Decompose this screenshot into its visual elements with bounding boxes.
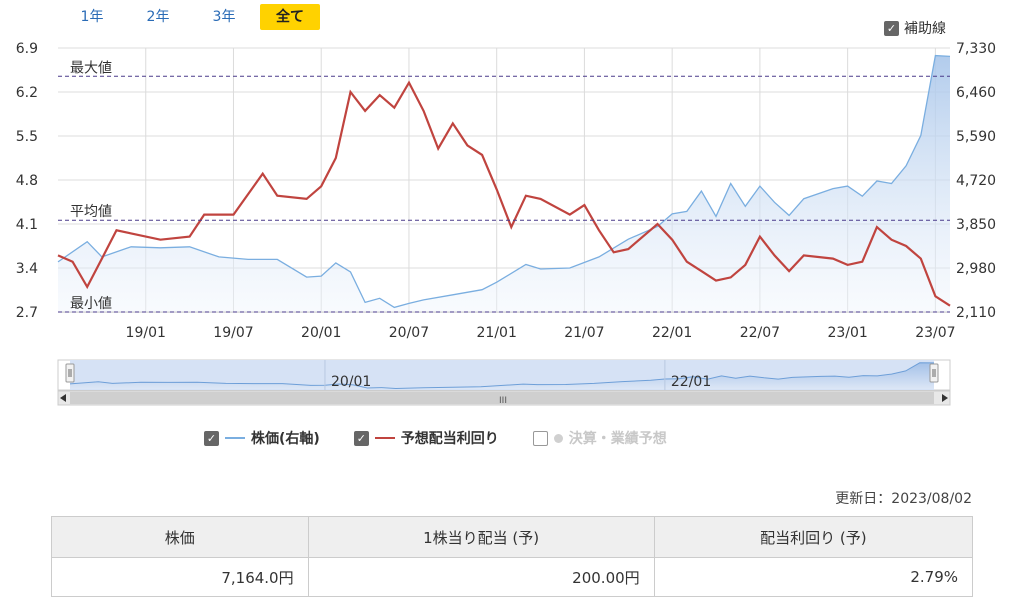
right-axis-tick-label: 7,330 (956, 41, 996, 57)
reference-line-label: 最小値 (70, 296, 112, 312)
left-axis-tick-label: 2.7 (16, 305, 38, 321)
checkbox-checked-icon[interactable]: ✓ (884, 20, 899, 36)
range-tab-all[interactable]: 全て (260, 4, 320, 30)
summary-header-yield: 配当利回り (予) (653, 516, 974, 558)
summary-header-price: 株価 (51, 516, 309, 558)
left-axis-tick-label: 4.1 (16, 217, 38, 233)
price-series-line (57, 54, 951, 309)
x-axis-tick-label: 22/07 (740, 325, 780, 341)
summary-header-dividend: 1株当り配当 (予) (307, 516, 655, 558)
range-tab-2y[interactable]: 2年 (146, 9, 170, 25)
right-axis-tick-label: 6,460 (956, 85, 996, 101)
right-axis-tick-label: 4,720 (956, 173, 996, 189)
legend-label-earnings: 決算・業績予想 (568, 431, 667, 447)
summary-value-yield: 2.79% (653, 557, 974, 597)
x-axis-tick-label: 19/07 (213, 325, 253, 341)
yield-series-line (57, 80, 951, 307)
legend-line-icon (225, 437, 245, 439)
scroll-right-icon[interactable] (942, 394, 948, 402)
range-tab-1y[interactable]: 1年 (80, 9, 104, 25)
left-axis-tick-label: 5.5 (16, 129, 38, 145)
scrollbar-thumb[interactable] (70, 392, 934, 404)
navigator-line (69, 362, 935, 390)
x-axis-tick-label: 19/01 (126, 325, 166, 341)
right-axis-tick-label: 2,110 (956, 305, 996, 321)
x-axis-tick-label: 21/01 (477, 325, 517, 341)
summary-value-dividend: 200.00円 (307, 557, 655, 597)
x-axis-tick-label: 23/01 (827, 325, 867, 341)
x-axis-tick-label: 21/07 (564, 325, 604, 341)
reference-line-label: 平均値 (70, 204, 112, 220)
summary-header-row: 株価 1株当り配当 (予) 配当利回り (予) (51, 516, 974, 558)
scroll-left-icon[interactable] (60, 394, 66, 402)
left-axis-tick-label: 6.9 (16, 41, 38, 57)
chart-legend: ✓ 株価(右軸) ✓ 予想配当利回り 決算・業績予想 (204, 428, 667, 448)
legend-label-price: 株価(右軸) (251, 431, 320, 447)
summary-value-price: 7,164.0円 (51, 557, 309, 597)
legend-line-icon (374, 437, 395, 439)
x-axis-tick-label: 23/07 (915, 325, 955, 341)
checkbox-checked-icon[interactable]: ✓ (204, 430, 219, 446)
navigator-handle[interactable] (65, 363, 75, 383)
legend-item-earnings[interactable]: 決算・業績予想 (532, 428, 667, 448)
x-axis-tick-label: 22/01 (652, 325, 692, 341)
dividend-yield-chart: 6.9 7,330 6.2 6,460 5.5 5,590 4.8 4,720 4.1 3,850… (16, 41, 996, 406)
right-axis-tick-label: 3,850 (956, 217, 996, 233)
legend-label-yield: 予想配当利回り (400, 431, 499, 447)
left-axis-tick-label: 6.2 (16, 85, 38, 101)
legend-item-price[interactable]: ✓ 株価(右軸) (204, 428, 320, 448)
left-axis-tick-label: 4.8 (16, 173, 38, 189)
reference-line-label: 最大値 (70, 60, 112, 76)
navigator-area (70, 362, 934, 389)
updated-date: 更新日：2023/08/02 (835, 491, 972, 507)
navigator-label: 22/01 (671, 374, 711, 390)
navigator-label: 20/01 (331, 374, 371, 390)
range-tab-3y[interactable]: 3年 (212, 9, 236, 25)
right-axis-tick-label: 5,590 (956, 129, 996, 145)
aux-lines-label: 補助線 (904, 21, 946, 37)
legend-item-yield[interactable]: ✓ 予想配当利回り (353, 428, 499, 448)
right-axis-tick-label: 2,980 (956, 261, 996, 277)
aux-lines-toggle[interactable]: ✓ 補助線 (884, 18, 946, 38)
summary-value-row: 7,164.0円 200.00円 2.79% (51, 557, 974, 597)
summary-table: 株価 1株当り配当 (予) 配当利回り (予) 7,164.0円 200.00円… (51, 516, 974, 597)
scrollbar-grip-icon: III (499, 396, 507, 406)
navigator-handle[interactable] (929, 363, 939, 383)
x-axis-tick-label: 20/07 (389, 325, 429, 341)
checkbox-checked-icon[interactable]: ✓ (353, 430, 369, 446)
legend-dot-icon (553, 433, 563, 443)
price-area (58, 55, 950, 312)
x-axis-tick-label: 20/01 (301, 325, 341, 341)
checkbox-unchecked-icon[interactable] (532, 430, 548, 446)
left-axis-tick-label: 3.4 (16, 261, 38, 277)
range-tabs: 1年 2年 3年 全て (62, 4, 320, 30)
